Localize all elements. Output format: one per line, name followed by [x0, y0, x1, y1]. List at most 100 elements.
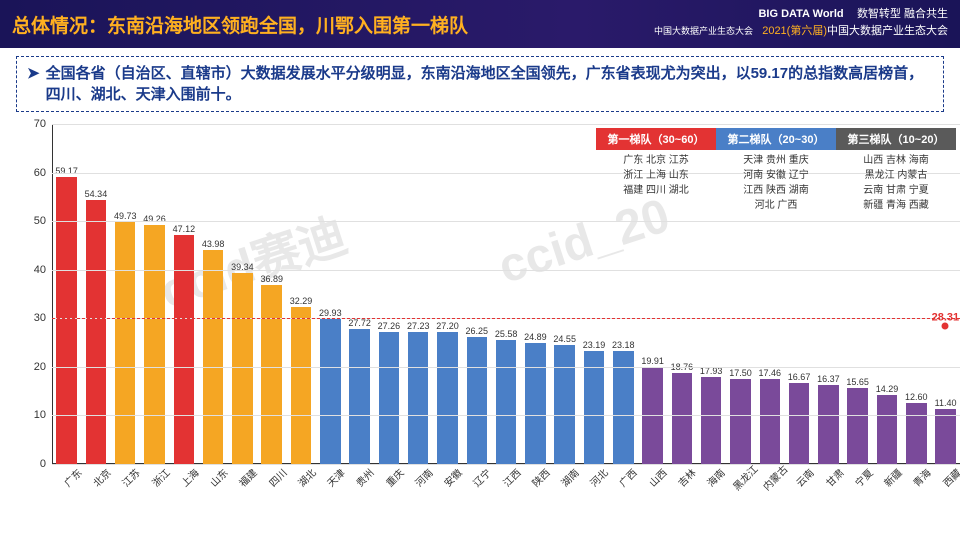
y-tick-label: 40 — [22, 264, 46, 276]
bar-column: 32.29 — [286, 296, 315, 464]
bar-column: 15.65 — [843, 377, 872, 464]
bar-value-label: 16.67 — [788, 372, 811, 382]
bar-value-label: 36.89 — [260, 274, 283, 284]
x-tick-label: 吉林 — [671, 462, 702, 493]
bar-value-label: 12.60 — [905, 392, 928, 402]
bar-column: 49.26 — [140, 214, 169, 464]
bar-value-label: 25.58 — [495, 329, 518, 339]
bar-value-label: 27.20 — [436, 321, 459, 331]
bar — [349, 329, 370, 464]
x-tick-label: 内蒙古 — [759, 461, 791, 493]
bar — [877, 395, 898, 464]
y-tick-label: 70 — [22, 118, 46, 130]
bar-column: 39.34 — [228, 262, 257, 464]
header-line2: 中国大数据产业生态大会 2021(第六届)中国大数据产业生态大会 — [654, 22, 948, 38]
x-tick-label: 江西 — [495, 462, 526, 493]
bar — [115, 222, 136, 464]
bar-column: 16.37 — [814, 374, 843, 465]
x-tick-label: 甘肃 — [818, 462, 849, 493]
gridline — [52, 367, 960, 368]
bar — [320, 319, 341, 464]
bar-column: 27.20 — [433, 321, 462, 464]
header-right: BIG DATA World 数智转型 融合共生 中国大数据产业生态大会 202… — [654, 4, 948, 38]
x-tick-label: 贵州 — [349, 462, 380, 493]
x-tick-label: 天津 — [320, 462, 351, 493]
x-tick-label: 陕西 — [524, 462, 555, 493]
bar-column: 12.60 — [902, 392, 931, 464]
x-tick-label: 新疆 — [877, 462, 908, 493]
bar-column: 24.55 — [550, 334, 579, 464]
bar-value-label: 43.98 — [202, 239, 225, 249]
bar-value-label: 17.46 — [759, 368, 782, 378]
bar-value-label: 47.12 — [173, 224, 196, 234]
bar-chart: ccid赛迪 ccid_20 59.1754.3449.7349.2647.12… — [16, 124, 944, 544]
bar — [86, 200, 107, 464]
bar-column: 23.19 — [579, 340, 608, 464]
x-tick-label: 黑龙江 — [729, 461, 761, 493]
bar — [789, 383, 810, 464]
y-tick-label: 30 — [22, 312, 46, 324]
bar-column: 16.67 — [784, 372, 813, 464]
page-title: 总体情况：东南沿海地区领跑全国，川鄂入围第一梯队 — [12, 11, 468, 38]
bar-column: 14.29 — [872, 384, 901, 464]
bar — [467, 337, 488, 465]
bar-column: 23.18 — [609, 340, 638, 464]
bar — [760, 379, 781, 464]
bar-value-label: 11.40 — [935, 398, 957, 408]
page-header: 总体情况：东南沿海地区领跑全国，川鄂入围第一梯队 BIG DATA World … — [0, 0, 960, 48]
bar — [525, 343, 546, 464]
header-logo: BIG DATA World — [758, 8, 843, 20]
bar — [261, 285, 282, 464]
bar-column: 25.58 — [491, 329, 520, 464]
x-tick-label: 北京 — [86, 462, 117, 493]
x-tick-label: 西藏 — [935, 462, 960, 493]
bar — [554, 345, 575, 464]
bar-value-label: 32.29 — [290, 296, 313, 306]
x-labels: 广东北京江苏浙江上海山东福建四川湖北天津贵州重庆河南安徽辽宁江西陕西湖南河北广西… — [52, 464, 960, 479]
x-tick-label: 重庆 — [378, 462, 409, 493]
header-line1: 数智转型 融合共生 — [857, 8, 948, 20]
bar — [906, 403, 927, 464]
description-box: ➤ 全国各省（自治区、直辖市）大数据发展水平分级明显，东南沿海地区全国领先，广东… — [16, 56, 944, 112]
x-tick-label: 安徽 — [437, 462, 468, 493]
bar-value-label: 59.17 — [55, 166, 78, 176]
chart-plot-area: 59.17 54.34 49.73 49.26 47.12 43.98 39.3436.89… — [52, 124, 960, 464]
bar-column: 49.73 — [111, 211, 140, 464]
bar — [203, 250, 224, 464]
reference-line — [52, 318, 960, 319]
bar-column: 54.34 — [81, 189, 110, 464]
bar-column: 27.26 — [374, 321, 403, 464]
x-tick-label: 海南 — [700, 462, 731, 493]
bar-value-label: 54.34 — [85, 189, 108, 199]
x-tick-label: 浙江 — [144, 462, 175, 493]
bar-column: 47.12 — [169, 224, 198, 464]
bar-column: 26.25 — [462, 326, 491, 465]
x-tick-label: 青海 — [906, 462, 937, 493]
legend-tier-members: 天津 贵州 重庆 河南 安徽 辽宁 江西 陕西 湖南 河北 广西 — [716, 150, 836, 216]
y-tick-label: 60 — [22, 167, 46, 179]
bar-value-label: 16.37 — [817, 374, 840, 384]
bar — [818, 385, 839, 465]
legend-tier-members: 山西 吉林 海南 黑龙江 内蒙古 云南 甘肃 宁夏 新疆 青海 西藏 — [836, 150, 956, 216]
x-tick-label: 江苏 — [115, 462, 146, 493]
bar — [701, 377, 722, 464]
bar-value-label: 49.26 — [143, 214, 166, 224]
bar — [56, 177, 77, 464]
y-tick-label: 20 — [22, 361, 46, 373]
bar-value-label: 27.26 — [378, 321, 401, 331]
legend-tier-header: 第三梯队（10~20） — [836, 128, 956, 150]
bar — [935, 409, 956, 464]
content: ➤ 全国各省（自治区、直辖市）大数据发展水平分级明显，东南沿海地区全国领先，广东… — [0, 48, 960, 544]
bar-value-label: 27.23 — [407, 321, 430, 331]
gridline — [52, 270, 960, 271]
bar-column: 27.72 — [345, 318, 374, 464]
bar-value-label: 27.72 — [348, 318, 371, 328]
legend-tier: 第二梯队（20~30）天津 贵州 重庆 河南 安徽 辽宁 江西 陕西 湖南 河北… — [716, 128, 836, 216]
x-tick-label: 河南 — [407, 462, 438, 493]
bar-value-label: 49.73 — [114, 211, 137, 221]
bar — [408, 332, 429, 464]
x-tick-label: 上海 — [174, 462, 205, 493]
x-tick-label: 河北 — [583, 462, 614, 493]
bar-value-label: 26.25 — [466, 326, 489, 336]
bar — [291, 307, 312, 464]
